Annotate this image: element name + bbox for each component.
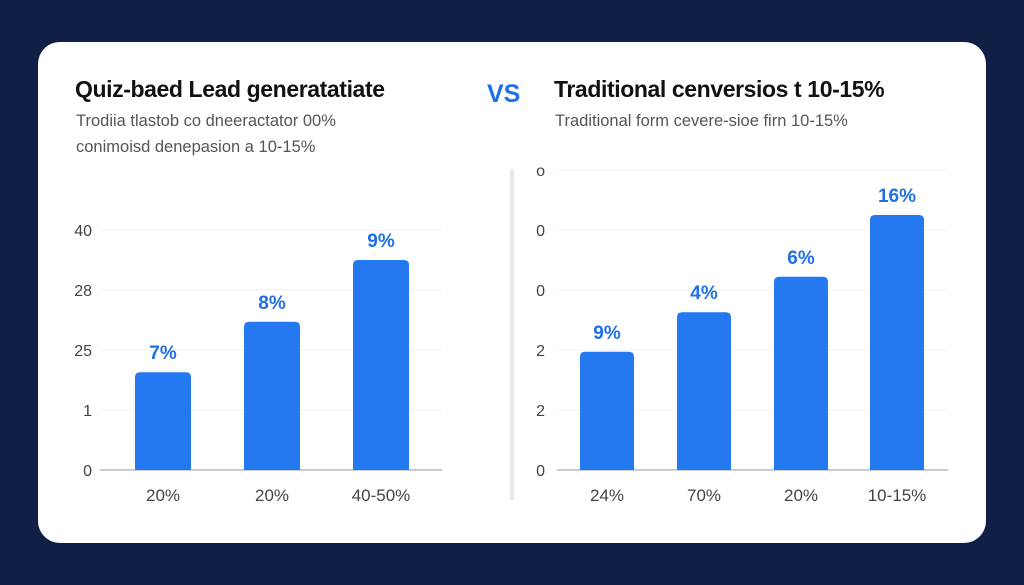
- bar: [353, 260, 409, 470]
- y-tick-label: 2: [536, 343, 545, 360]
- left-subtitle-line: Trodiia tlastob co dneeractator 00%: [76, 112, 336, 130]
- bar-value-label: 9%: [593, 323, 621, 344]
- x-tick-label: 40-50%: [352, 486, 411, 505]
- x-tick-label: 20%: [146, 486, 180, 505]
- y-tick-label: 25: [74, 343, 92, 360]
- left-subtitle: Trodiia tlastob co dneeractator 00% coni…: [76, 108, 336, 160]
- y-tick-label: 0: [536, 283, 545, 300]
- bar: [580, 351, 634, 470]
- left-title: Quiz-baed Lead generatatiate: [75, 76, 385, 102]
- bar-value-label: 8%: [258, 293, 286, 314]
- x-tick-label: 70%: [687, 486, 721, 505]
- y-tick-label: 0: [536, 223, 545, 240]
- bar: [677, 312, 731, 470]
- bar: [135, 372, 191, 470]
- y-tick-label: 0: [536, 463, 545, 480]
- y-tick-label: 28: [74, 283, 92, 300]
- bar: [244, 321, 300, 470]
- y-tick-label: o: [536, 163, 545, 180]
- left-subtitle-line: conimoisd denepasion a 10-15%: [76, 138, 316, 156]
- bar-value-label: 16%: [878, 186, 916, 207]
- bar-value-label: 9%: [367, 231, 395, 252]
- y-tick-label: 2: [536, 403, 545, 420]
- bar: [870, 215, 924, 470]
- bar: [774, 276, 828, 470]
- y-tick-label: 0: [83, 463, 92, 480]
- bar-value-label: 6%: [787, 248, 815, 269]
- bar-value-label: 7%: [149, 343, 177, 364]
- x-tick-label: 10-15%: [868, 486, 927, 505]
- right-title: Traditional cenversios t 10-15%: [554, 76, 885, 102]
- right-subtitle: Traditional form cevere-sioe firn 10-15%: [555, 108, 848, 134]
- right-subtitle-line: Traditional form cevere-sioe firn 10-15%: [555, 112, 848, 130]
- x-tick-label: 20%: [784, 486, 818, 505]
- bar-value-label: 4%: [690, 283, 718, 304]
- x-tick-label: 20%: [255, 486, 289, 505]
- x-tick-label: 24%: [590, 486, 624, 505]
- y-tick-label: 1: [83, 403, 92, 420]
- y-tick-label: 40: [74, 223, 92, 240]
- vs-label: VS: [487, 80, 521, 108]
